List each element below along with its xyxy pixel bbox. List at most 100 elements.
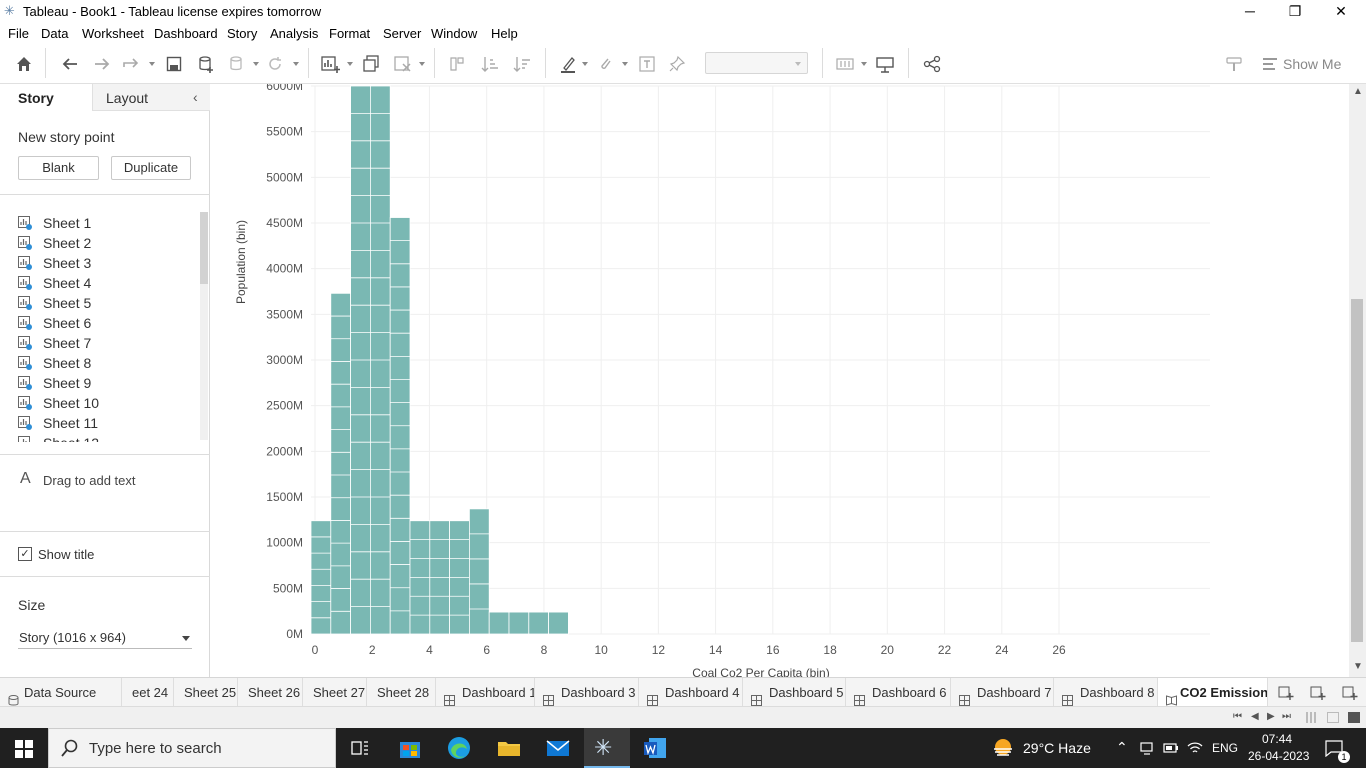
swap-rows-columns-icon[interactable] bbox=[447, 54, 467, 74]
tab-sheet[interactable]: Sheet 26 bbox=[238, 678, 303, 707]
show-me-button[interactable]: Show Me bbox=[1283, 56, 1342, 72]
new-dashboard-tab-icon[interactable] bbox=[1310, 685, 1326, 701]
menu-help[interactable]: Help bbox=[491, 26, 518, 41]
tab-view-icon[interactable] bbox=[1348, 712, 1360, 723]
replay-icon[interactable] bbox=[121, 54, 143, 74]
mail-icon[interactable] bbox=[544, 734, 572, 762]
menu-story[interactable]: Story bbox=[227, 26, 258, 41]
new-worksheet-icon[interactable] bbox=[320, 54, 342, 74]
save-icon[interactable] bbox=[164, 54, 184, 74]
tab-sheet[interactable]: Sheet 28 bbox=[367, 678, 436, 707]
next-page-icon[interactable]: ▶ bbox=[1267, 711, 1275, 722]
show-title-checkbox[interactable]: ✓ bbox=[18, 547, 32, 561]
cards-dropdown-icon[interactable] bbox=[861, 62, 867, 66]
tab-sheet[interactable]: Sheet 25 bbox=[174, 678, 238, 707]
share-icon[interactable] bbox=[922, 54, 942, 74]
pause-dropdown-icon[interactable] bbox=[253, 62, 259, 66]
word-icon[interactable] bbox=[641, 734, 669, 762]
sorter-view-icon[interactable] bbox=[1327, 712, 1339, 723]
network-icon[interactable] bbox=[1140, 740, 1156, 759]
tab-layout[interactable]: Layout bbox=[92, 84, 210, 111]
replay-dropdown-icon[interactable] bbox=[149, 62, 155, 66]
menu-analysis[interactable]: Analysis bbox=[270, 26, 319, 41]
size-dropdown[interactable]: Story (1016 x 964) bbox=[18, 627, 192, 649]
menu-dashboard[interactable]: Dashboard bbox=[154, 26, 218, 41]
collapse-panel-icon[interactable]: ‹ bbox=[193, 89, 198, 105]
task-view-icon[interactable] bbox=[346, 734, 374, 762]
minimize-button[interactable]: ─ bbox=[1245, 3, 1255, 19]
notifications-icon[interactable] bbox=[1325, 739, 1343, 760]
tab-sheet[interactable]: Sheet 27 bbox=[303, 678, 367, 707]
redo-icon[interactable] bbox=[92, 54, 112, 74]
filmstrip-view-icon[interactable] bbox=[1306, 712, 1318, 723]
microsoft-store-icon[interactable] bbox=[396, 734, 424, 762]
canvas-vertical-scrollbar[interactable]: ▲ ▼ bbox=[1349, 84, 1366, 677]
tab-dashboard[interactable]: Dashboard 8 bbox=[1054, 678, 1158, 707]
fit-dropdown[interactable] bbox=[705, 52, 808, 74]
file-explorer-icon[interactable] bbox=[495, 734, 523, 762]
windows-start-icon[interactable] bbox=[15, 740, 33, 758]
clock-date[interactable]: 26-04-2023 bbox=[1248, 749, 1310, 763]
group-members-icon[interactable] bbox=[595, 54, 615, 74]
scrollbar-thumb[interactable] bbox=[200, 212, 208, 284]
tab-dashboard[interactable]: Dashboard 4 bbox=[639, 678, 743, 707]
show-hide-cards-icon[interactable] bbox=[835, 54, 857, 74]
show-me-icon[interactable] bbox=[1261, 54, 1279, 74]
blank-button[interactable]: Blank bbox=[18, 156, 99, 180]
fix-axes-pin-icon[interactable] bbox=[667, 54, 687, 74]
sheet-list-scrollbar[interactable] bbox=[200, 212, 208, 440]
pause-updates-icon[interactable] bbox=[227, 54, 247, 74]
tab-dashboard[interactable]: Dashboard 7 bbox=[951, 678, 1054, 707]
sort-descending-icon[interactable] bbox=[512, 54, 532, 74]
new-data-source-icon[interactable] bbox=[196, 54, 216, 74]
battery-icon[interactable] bbox=[1163, 740, 1179, 759]
clear-sheet-icon[interactable] bbox=[393, 54, 413, 74]
menu-data[interactable]: Data bbox=[41, 26, 69, 41]
weather-text[interactable]: 29°C Haze bbox=[1023, 740, 1091, 756]
highlight-dropdown-icon[interactable] bbox=[582, 62, 588, 66]
first-page-icon[interactable]: ⏮ bbox=[1233, 711, 1242, 722]
restore-button[interactable]: ❐ bbox=[1288, 3, 1302, 19]
menu-file[interactable]: File bbox=[8, 26, 29, 41]
presentation-mode-icon[interactable] bbox=[875, 54, 895, 74]
scrollbar-thumb[interactable] bbox=[1351, 299, 1363, 642]
menu-window[interactable]: Window bbox=[431, 26, 478, 41]
show-hidden-icons-icon[interactable]: ⌃ bbox=[1116, 739, 1128, 755]
weather-haze-icon[interactable] bbox=[989, 734, 1017, 762]
taskbar-search-box[interactable]: Type here to search bbox=[48, 728, 336, 768]
tab-story[interactable]: CO2 Emission bbox=[1158, 678, 1268, 707]
previous-page-icon[interactable]: ◀ bbox=[1251, 711, 1259, 722]
tab-sheet[interactable]: eet 24 bbox=[122, 678, 174, 707]
menu-server[interactable]: Server bbox=[383, 26, 422, 41]
tableau-taskbar-button[interactable]: ✳ bbox=[584, 728, 630, 768]
new-story-tab-icon[interactable] bbox=[1342, 685, 1358, 701]
menu-format[interactable]: Format bbox=[329, 26, 371, 41]
last-page-icon[interactable]: ⏭ bbox=[1282, 711, 1291, 722]
drag-to-add-text[interactable]: Drag to add text bbox=[43, 473, 136, 488]
highlight-icon[interactable] bbox=[558, 54, 578, 74]
home-icon[interactable] bbox=[14, 54, 34, 74]
refresh-icon[interactable] bbox=[265, 54, 285, 74]
tab-dashboard[interactable]: Dashboard 5 bbox=[743, 678, 846, 707]
tab-story[interactable]: Story bbox=[18, 90, 54, 106]
language-indicator[interactable]: ENG bbox=[1212, 741, 1239, 755]
duplicate-button[interactable]: Duplicate bbox=[111, 156, 191, 180]
undo-icon[interactable] bbox=[60, 54, 80, 74]
menu-worksheet[interactable]: Worksheet bbox=[82, 26, 144, 41]
group-dropdown-icon[interactable] bbox=[622, 62, 628, 66]
new-worksheet-dropdown-icon[interactable] bbox=[347, 62, 353, 66]
tab-dashboard[interactable]: Dashboard 1 bbox=[436, 678, 535, 707]
format-painter-icon[interactable] bbox=[1224, 54, 1244, 74]
refresh-dropdown-icon[interactable] bbox=[293, 62, 299, 66]
sort-ascending-icon[interactable] bbox=[480, 54, 500, 74]
duplicate-sheet-icon[interactable] bbox=[361, 54, 381, 74]
scroll-down-arrow-icon[interactable]: ▼ bbox=[1353, 661, 1363, 672]
new-worksheet-tab-icon[interactable] bbox=[1278, 685, 1294, 701]
clear-dropdown-icon[interactable] bbox=[419, 62, 425, 66]
wifi-icon[interactable] bbox=[1187, 740, 1203, 759]
edge-browser-icon[interactable] bbox=[445, 734, 473, 762]
show-mark-labels-icon[interactable] bbox=[637, 54, 657, 74]
tab-dashboard[interactable]: Dashboard 3 bbox=[535, 678, 639, 707]
scroll-up-arrow-icon[interactable]: ▲ bbox=[1353, 86, 1363, 97]
clock-time[interactable]: 07:44 bbox=[1262, 732, 1293, 746]
